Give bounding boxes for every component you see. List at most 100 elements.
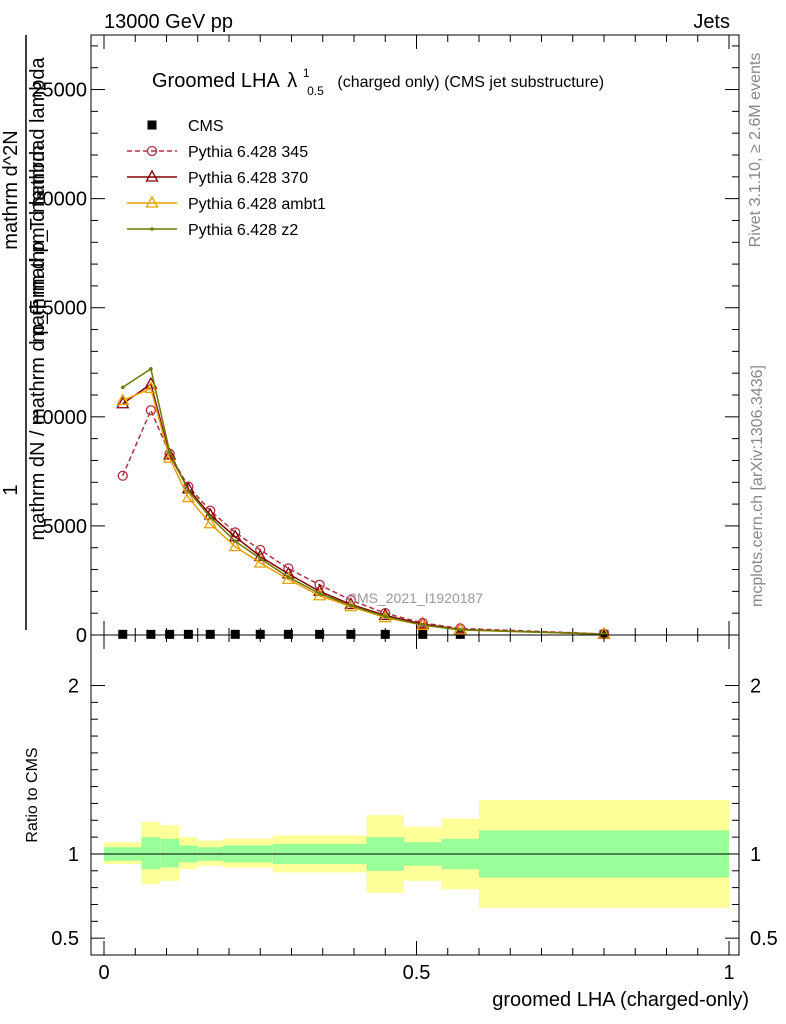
x-axis-label: groomed LHA (charged-only) bbox=[492, 989, 749, 1011]
data-point bbox=[203, 516, 217, 529]
data-point bbox=[458, 627, 463, 632]
series-line bbox=[122, 367, 605, 635]
data-point bbox=[145, 405, 157, 416]
series-line bbox=[122, 408, 605, 635]
data-point bbox=[145, 169, 159, 182]
legend-item: CMS bbox=[147, 118, 224, 135]
x-tick-label: 0.5 bbox=[403, 962, 431, 984]
x-tick-label: 0 bbox=[98, 962, 109, 984]
data-point bbox=[317, 591, 322, 596]
data-point bbox=[120, 385, 125, 390]
data-point bbox=[420, 623, 425, 627]
ratio-y-tick-label-right: 0.5 bbox=[750, 928, 778, 950]
data-point bbox=[144, 381, 158, 394]
series-4 bbox=[120, 367, 606, 636]
x-tick-label: 1 bbox=[723, 962, 734, 984]
ratio-bands bbox=[91, 800, 739, 908]
data-point bbox=[233, 539, 238, 543]
ratio-panel: 0.5 0.5 1 1 2 2 0 0.5 1 Ratio to CMS bbox=[24, 634, 778, 984]
title-sup: 1 bbox=[303, 66, 310, 80]
data-point bbox=[255, 629, 265, 639]
data-point bbox=[145, 195, 159, 208]
ratio-y-tick-label-right: 2 bbox=[750, 676, 761, 698]
ratio-y-label: Ratio to CMS bbox=[24, 747, 41, 842]
data-point bbox=[253, 549, 267, 562]
legend-label: CMS bbox=[188, 118, 224, 135]
ratio-y-tick-label: 0.5 bbox=[51, 928, 79, 950]
rivet-version: Rivet 3.1.10, ≥ 2.6M events bbox=[747, 53, 764, 248]
data-point bbox=[183, 629, 193, 639]
data-point bbox=[283, 629, 293, 639]
data-point bbox=[349, 603, 353, 608]
ratio-stat-band bbox=[141, 837, 161, 870]
data-point bbox=[146, 145, 158, 157]
title-rest: (charged only) (CMS jet substructure) bbox=[337, 74, 604, 91]
data-point bbox=[258, 556, 263, 561]
data-point bbox=[418, 629, 428, 639]
ratio-stat-band bbox=[160, 838, 179, 868]
ratio-y-tick-label: 2 bbox=[68, 676, 79, 698]
site-label: mcplots.cern.ch [arXiv:1306.3436] bbox=[749, 365, 766, 607]
legend-item: Pythia 6.428 345 bbox=[127, 144, 308, 161]
y-axis-label-denominator: mathrm dN / mathrm d p_T mathrm d lambda bbox=[27, 139, 49, 541]
series-line bbox=[122, 382, 605, 635]
data-point bbox=[146, 629, 156, 639]
ratio-y-tick-label-right: 1 bbox=[750, 844, 761, 866]
chart-title: Groomed LHA λ 1 0.5 (charged only) (CMS … bbox=[152, 60, 604, 100]
data-point bbox=[186, 489, 191, 493]
data-point bbox=[380, 629, 390, 639]
data-point bbox=[147, 120, 157, 130]
data-point bbox=[378, 608, 392, 621]
title-main: Groomed LHA bbox=[152, 70, 280, 92]
y-axis-label-d2n: mathrm d^2N bbox=[0, 130, 22, 249]
legend-item: Pythia 6.428 370 bbox=[127, 169, 308, 187]
legend-label: Pythia 6.428 ambt1 bbox=[188, 196, 326, 213]
data-point bbox=[149, 367, 153, 371]
data-point bbox=[315, 629, 325, 639]
data-point bbox=[118, 629, 128, 639]
series-0 bbox=[118, 629, 609, 639]
data-point bbox=[253, 555, 267, 568]
title-sub: 0.5 bbox=[307, 84, 324, 98]
analysis-watermark: CMS_2021_I1920187 bbox=[347, 590, 483, 606]
data-point bbox=[255, 544, 266, 556]
y-axis-label-dpt: mathrm d p_T mathrm d lambda bbox=[27, 56, 49, 342]
legend-label: Pythia 6.428 370 bbox=[188, 170, 308, 187]
legend-item: Pythia 6.428 z2 bbox=[127, 222, 298, 239]
legend: CMS Pythia 6.428 345 Pythia 6.428 370 Pythi… bbox=[127, 118, 326, 239]
data-point bbox=[117, 470, 128, 481]
series-group bbox=[116, 367, 611, 640]
main-axis-ticks: 0 5000 10000 15000 20000 25000 bbox=[31, 35, 739, 647]
y-axis-label-numerator: 1 bbox=[0, 484, 22, 495]
y-tick-label: 25000 bbox=[31, 80, 87, 102]
legend-label: Pythia 6.428 345 bbox=[188, 144, 308, 161]
data-point bbox=[167, 449, 172, 454]
data-point bbox=[181, 490, 195, 503]
data-point bbox=[286, 575, 291, 579]
y-tick-label: 0 bbox=[76, 625, 87, 647]
y-tick-label: 10000 bbox=[31, 407, 87, 429]
data-point bbox=[346, 629, 356, 639]
data-point bbox=[230, 629, 240, 639]
data-point bbox=[165, 629, 175, 639]
title-lambda: λ bbox=[287, 70, 297, 92]
data-point bbox=[228, 539, 242, 552]
data-point bbox=[116, 393, 130, 406]
ratio-axis-ticks: 0.5 0.5 1 1 2 2 0 0.5 1 bbox=[51, 635, 778, 984]
y-tick-label: 20000 bbox=[31, 189, 87, 211]
data-point bbox=[116, 396, 130, 409]
data-point bbox=[208, 515, 213, 519]
data-point bbox=[205, 629, 215, 639]
y-tick-label: 15000 bbox=[31, 298, 87, 320]
process-label: Jets bbox=[693, 11, 730, 33]
ratio-y-tick-label: 1 bbox=[68, 844, 79, 866]
data-point bbox=[344, 597, 358, 610]
ratio-frame bbox=[90, 634, 740, 956]
y-axis-label: 1 mathrm dN / mathrm d p_T mathrm d lamb… bbox=[0, 35, 49, 630]
legend-item: Pythia 6.428 ambt1 bbox=[127, 195, 326, 213]
energy-label: 13000 GeV pp bbox=[104, 11, 233, 33]
legend-label: Pythia 6.428 z2 bbox=[188, 222, 298, 239]
data-point bbox=[150, 227, 154, 231]
data-point bbox=[383, 614, 388, 619]
